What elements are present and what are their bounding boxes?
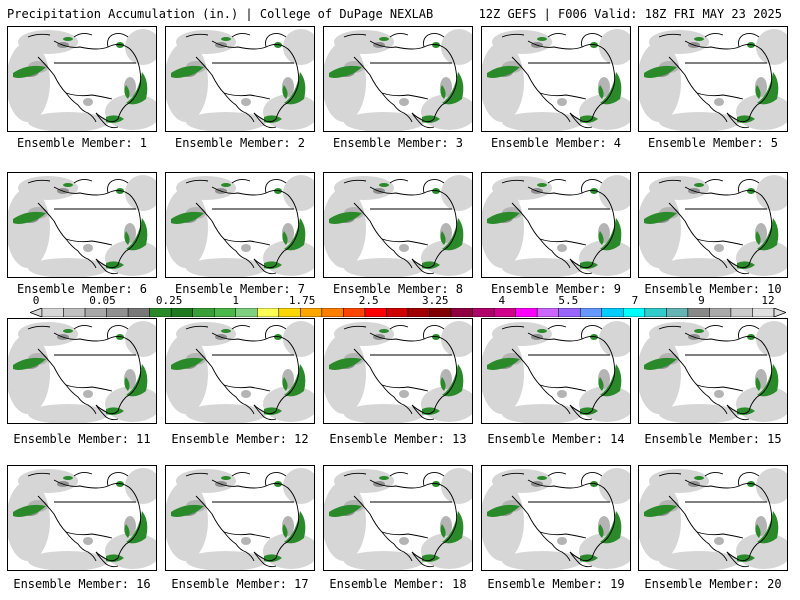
panel-caption: Ensemble Member: 4 <box>490 136 622 150</box>
precip-map <box>7 318 157 424</box>
colorbar-tick-label: 0.05 <box>89 294 116 307</box>
north-america-map <box>324 27 472 131</box>
precip-map <box>323 465 473 571</box>
precip-map <box>165 465 315 571</box>
precip-map <box>7 26 157 132</box>
north-america-map <box>166 466 314 570</box>
precip-map <box>638 465 788 571</box>
panel-caption: Ensemble Member: 10 <box>644 282 782 296</box>
precip-map <box>481 318 631 424</box>
north-america-map <box>482 27 630 131</box>
precip-map <box>7 172 157 278</box>
panel-caption: Ensemble Member: 6 <box>16 282 148 296</box>
precip-map <box>638 172 788 278</box>
north-america-map <box>482 173 630 277</box>
precip-colorbar: 0 0.05 0.25 1 1.75 2.5 3.25 4 5.5 7 9 12 <box>30 294 786 317</box>
panel-caption: Ensemble Member: 7 <box>174 282 306 296</box>
chart-title: Precipitation Accumulation (in.) | Colle… <box>7 7 434 21</box>
colorbar-tick-label: 4 <box>498 294 506 307</box>
precip-map <box>481 26 631 132</box>
north-america-map <box>639 319 787 423</box>
colorbar-tick-label: 2.5 <box>358 294 379 307</box>
panel-caption: Ensemble Member: 19 <box>487 577 625 591</box>
panel-caption: Ensemble Member: 15 <box>644 432 782 446</box>
north-america-map <box>166 27 314 131</box>
panel-caption: Ensemble Member: 13 <box>329 432 467 446</box>
north-america-map <box>324 319 472 423</box>
colorbar-tick-label: 1.75 <box>288 294 316 307</box>
panel-caption: Ensemble Member: 3 <box>332 136 464 150</box>
panel-caption: Ensemble Member: 8 <box>332 282 464 296</box>
north-america-map <box>8 466 156 570</box>
precip-map <box>638 26 788 132</box>
north-america-map <box>639 466 787 570</box>
colorbar-tick-label: 0 <box>32 294 40 307</box>
panel-caption: Ensemble Member: 12 <box>171 432 309 446</box>
colorbar-bar <box>30 308 786 317</box>
precip-map <box>323 172 473 278</box>
north-america-map <box>639 173 787 277</box>
north-america-map <box>482 319 630 423</box>
north-america-map <box>8 27 156 131</box>
panel-caption: Ensemble Member: 14 <box>487 432 625 446</box>
precip-map <box>481 172 631 278</box>
precip-map <box>165 26 315 132</box>
precip-map <box>481 465 631 571</box>
precip-map <box>323 26 473 132</box>
model-run-label: 12Z GEFS | F006 Valid: 18Z FRI MAY 23 20… <box>478 7 782 21</box>
colorbar-tick-label: 1 <box>232 294 239 307</box>
colorbar-tick-label: 12 <box>761 294 775 307</box>
panel-caption: Ensemble Member: 11 <box>13 432 151 446</box>
panel-caption: Ensemble Member: 1 <box>16 136 148 150</box>
colorbar-tick-label: 9 <box>698 294 705 307</box>
panel-caption: Ensemble Member: 16 <box>13 577 151 591</box>
north-america-map <box>8 173 156 277</box>
panel-caption: Ensemble Member: 17 <box>171 577 309 591</box>
colorbar-tick-label: 7 <box>631 294 639 307</box>
north-america-map <box>166 319 314 423</box>
north-america-map <box>482 466 630 570</box>
north-america-map <box>8 319 156 423</box>
north-america-map <box>324 173 472 277</box>
precip-map <box>165 172 315 278</box>
colorbar-tick-label: 5.5 <box>558 294 579 307</box>
colorbar-tick-label: 3.25 <box>422 294 449 307</box>
precip-map <box>323 318 473 424</box>
north-america-map <box>166 173 314 277</box>
precip-map <box>165 318 315 424</box>
colorbar-tick-label: 0.25 <box>155 294 183 307</box>
panel-caption: Ensemble Member: 9 <box>490 282 622 296</box>
panel-caption: Ensemble Member: 5 <box>647 136 779 150</box>
panel-caption: Ensemble Member: 18 <box>329 577 467 591</box>
panel-caption: Ensemble Member: 20 <box>644 577 782 591</box>
panel-caption: Ensemble Member: 2 <box>174 136 306 150</box>
north-america-map <box>324 466 472 570</box>
precip-map <box>638 318 788 424</box>
north-america-map <box>639 27 787 131</box>
precip-map <box>7 465 157 571</box>
